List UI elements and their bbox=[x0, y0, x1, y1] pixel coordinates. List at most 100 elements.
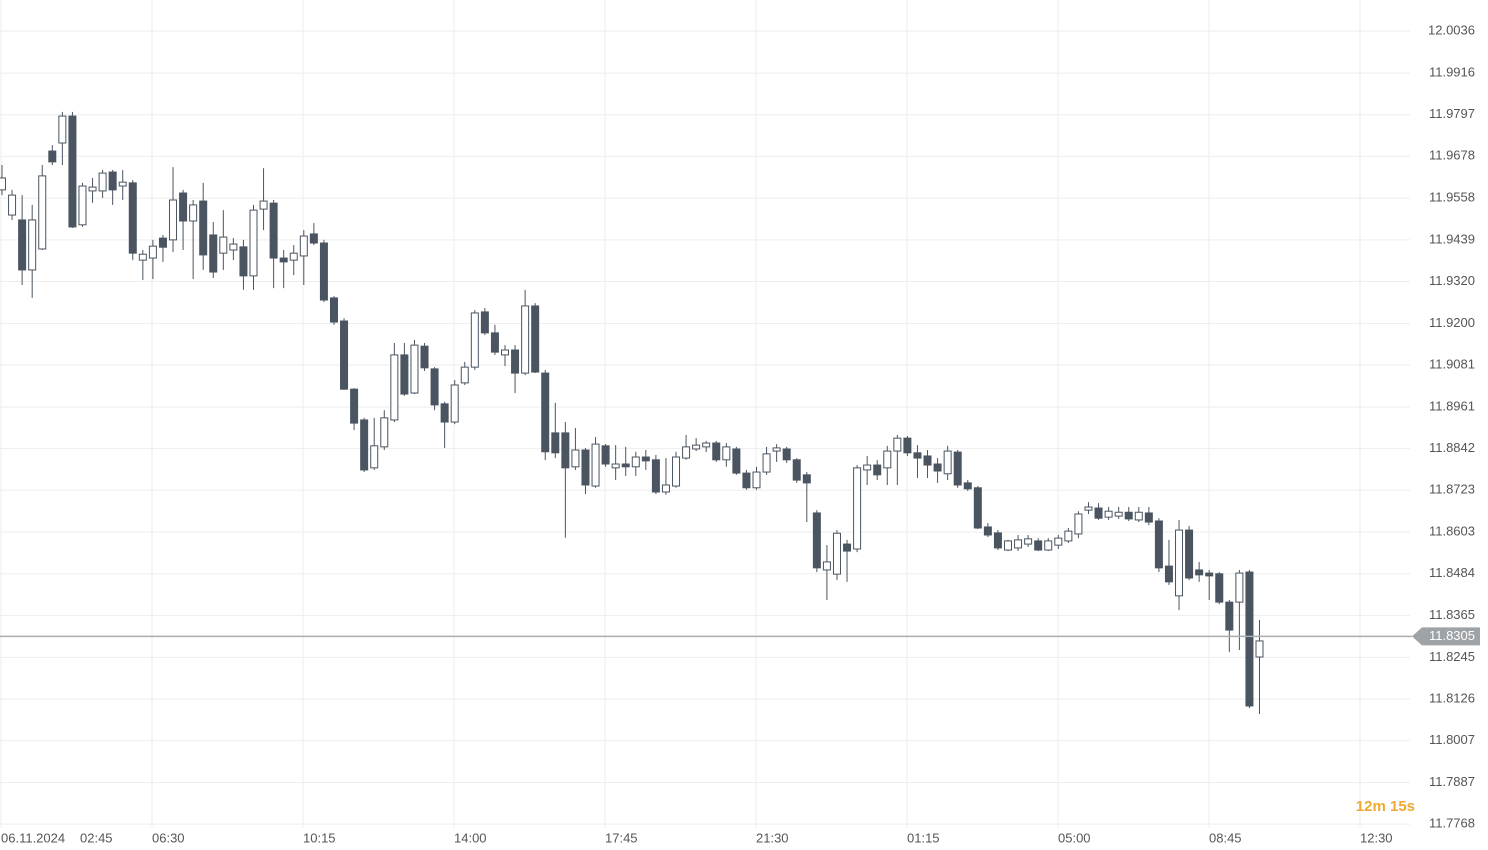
candle-body bbox=[682, 446, 691, 459]
candle-body bbox=[480, 311, 489, 334]
date-label: 06.11.2024 bbox=[1, 830, 65, 845]
candle-body bbox=[611, 463, 620, 469]
y-tick-label: 11.9916 bbox=[1429, 65, 1475, 80]
x-tick-label: 12:30 bbox=[1360, 830, 1393, 845]
y-tick-label: 11.8842 bbox=[1429, 440, 1475, 455]
candle-body bbox=[68, 115, 77, 228]
candle-body bbox=[28, 219, 37, 271]
candle-body bbox=[772, 447, 781, 452]
x-tick-label: 01:15 bbox=[907, 830, 940, 845]
candle-body bbox=[309, 233, 318, 244]
candle-body bbox=[1134, 511, 1143, 521]
candle-body bbox=[1255, 640, 1264, 658]
candle-body bbox=[1094, 507, 1103, 519]
candle-body bbox=[1235, 572, 1244, 603]
y-tick-label: 11.8723 bbox=[1429, 482, 1475, 497]
candle-body bbox=[78, 185, 87, 226]
candle-body bbox=[350, 388, 359, 424]
candle-body bbox=[853, 467, 862, 550]
candle-body bbox=[108, 171, 117, 191]
candle-body bbox=[893, 437, 902, 452]
y-tick-label: 11.9439 bbox=[1429, 231, 1475, 246]
candle-body bbox=[48, 150, 57, 163]
y-tick-label: 11.9320 bbox=[1429, 273, 1475, 288]
candle-body bbox=[802, 474, 811, 484]
y-tick-label: 11.9558 bbox=[1429, 190, 1475, 205]
candle-body bbox=[390, 354, 399, 421]
candle-body bbox=[843, 543, 852, 552]
candle-body bbox=[993, 532, 1002, 549]
candle-body bbox=[672, 456, 681, 487]
candle-body bbox=[541, 372, 550, 453]
x-tick-label: 06:30 bbox=[152, 830, 185, 845]
candle-body bbox=[319, 242, 328, 301]
candle-body bbox=[219, 236, 228, 254]
candle-body bbox=[752, 471, 761, 489]
x-tick-label: 08:45 bbox=[1209, 830, 1242, 845]
candle-body bbox=[1245, 571, 1254, 707]
candle-body bbox=[1014, 539, 1023, 549]
candle-body bbox=[380, 417, 389, 448]
candle-body bbox=[812, 512, 821, 569]
candle-body bbox=[722, 446, 731, 461]
candle-body bbox=[1024, 538, 1033, 545]
candle-body bbox=[38, 175, 47, 250]
y-tick-label: 11.8007 bbox=[1429, 732, 1475, 747]
x-tick-label: 21:30 bbox=[756, 830, 789, 845]
candle-body bbox=[591, 443, 600, 487]
candle-body bbox=[511, 349, 520, 374]
candle-body bbox=[702, 442, 711, 448]
candle-body bbox=[692, 444, 701, 450]
candle-body bbox=[470, 312, 479, 368]
candle-body bbox=[1054, 537, 1063, 546]
candle-body bbox=[229, 243, 238, 251]
x-tick-label: 02:45 bbox=[80, 830, 113, 845]
candle-body bbox=[1034, 540, 1043, 551]
y-tick-label: 11.9678 bbox=[1429, 148, 1475, 163]
candle-body bbox=[822, 561, 831, 571]
y-tick-label: 11.9081 bbox=[1429, 356, 1475, 371]
y-tick-label: 11.8245 bbox=[1429, 649, 1475, 664]
candle-body bbox=[1104, 510, 1113, 518]
candle-body bbox=[490, 332, 499, 353]
candle-body bbox=[943, 450, 952, 475]
candle-body bbox=[259, 200, 268, 210]
y-tick-label: 11.9200 bbox=[1429, 315, 1475, 330]
candle-body bbox=[1185, 529, 1194, 579]
candle-body bbox=[360, 419, 369, 471]
candle-body bbox=[1195, 569, 1204, 576]
candle-body bbox=[933, 463, 942, 472]
candle-body bbox=[1004, 540, 1012, 551]
candle-body bbox=[340, 320, 349, 390]
candle-body bbox=[420, 345, 429, 369]
y-tick-label: 12.0036 bbox=[1428, 23, 1475, 38]
candle-body bbox=[621, 463, 630, 468]
candle-body bbox=[983, 526, 992, 536]
candle-body bbox=[651, 459, 660, 493]
candle-body bbox=[279, 257, 288, 263]
countdown: 12m 15s bbox=[1356, 798, 1415, 815]
candle-body bbox=[370, 445, 379, 469]
candle-body bbox=[1044, 540, 1053, 551]
candle-body bbox=[1215, 573, 1224, 603]
last-price-tag bbox=[1412, 627, 1480, 646]
y-tick-label: 11.8484 bbox=[1429, 565, 1475, 580]
candle-body bbox=[571, 449, 580, 468]
candle-body bbox=[661, 484, 670, 493]
candle-body bbox=[832, 532, 841, 575]
y-tick-label: 11.7887 bbox=[1429, 774, 1475, 789]
candle-body bbox=[732, 448, 741, 474]
candle-body bbox=[440, 403, 449, 423]
candle-body bbox=[762, 453, 771, 473]
candle-body bbox=[148, 245, 157, 259]
candle-body bbox=[1205, 572, 1214, 577]
candle-body bbox=[863, 464, 872, 471]
candle-body bbox=[460, 366, 469, 384]
y-tick-label: 11.8365 bbox=[1429, 607, 1475, 622]
candle-body bbox=[873, 464, 882, 476]
candle-body bbox=[1154, 520, 1163, 569]
last-price-label: 11.8305 bbox=[1429, 628, 1475, 643]
candle-body bbox=[289, 252, 298, 261]
candle-body bbox=[1164, 565, 1173, 583]
